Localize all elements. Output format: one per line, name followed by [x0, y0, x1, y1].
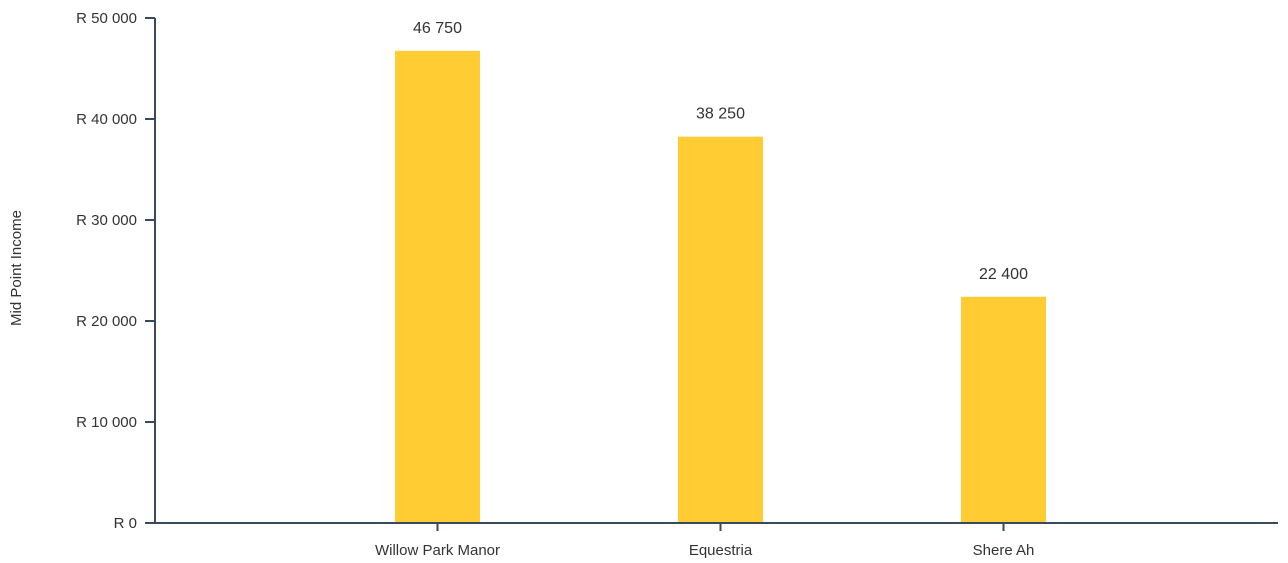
y-tick-label: R 0 [114, 515, 137, 532]
y-tick-label: R 30 000 [76, 212, 137, 229]
data-label: 46 750 [413, 20, 462, 37]
y-tick-label: R 10 000 [76, 414, 137, 431]
y-tick-label: R 40 000 [76, 111, 137, 128]
bars [395, 50, 1046, 524]
y-tick-label: R 20 000 [76, 313, 137, 330]
data-label: 22 400 [979, 266, 1028, 283]
y-axis-title: Mid Point Income [8, 210, 25, 326]
x-category-label: Willow Park Manor [375, 542, 500, 559]
data-labels: 46 750 38 250 22 400 [413, 20, 1028, 283]
bar [395, 50, 480, 523]
x-category-label: Shere Ah [973, 542, 1035, 559]
x-axis-labels: Willow Park Manor Equestria Shere Ah [375, 523, 1034, 559]
y-tick-label: R 50 000 [76, 10, 137, 27]
y-axis-ticks: R 0 R 10 000 R 20 000 R 30 000 R 40 000 R 50 … [76, 10, 155, 532]
bar [961, 296, 1046, 523]
x-category-label: Equestria [689, 542, 753, 559]
bar [678, 136, 763, 524]
data-label: 38 250 [696, 106, 745, 123]
